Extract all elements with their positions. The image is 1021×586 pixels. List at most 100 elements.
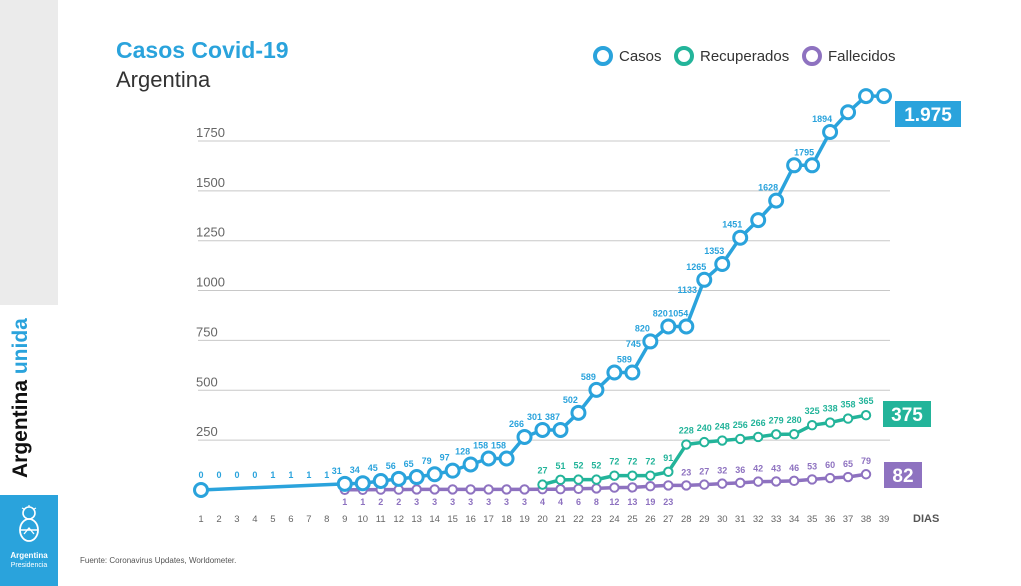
data-label-casos: 1628 bbox=[758, 183, 778, 193]
x-tick-label: 3 bbox=[234, 514, 239, 525]
data-label-fallecidos: 2 bbox=[396, 497, 401, 507]
x-tick-label: 20 bbox=[537, 514, 548, 525]
data-point-casos bbox=[660, 318, 677, 335]
data-label-fallecidos: 42 bbox=[753, 464, 763, 474]
data-label-casos: 97 bbox=[440, 453, 450, 463]
data-point-fallecidos bbox=[483, 484, 494, 495]
data-point-casos bbox=[444, 462, 461, 479]
data-label-fallecidos: 4 bbox=[540, 497, 545, 507]
x-tick-label: 31 bbox=[735, 514, 746, 525]
data-point-recuperados bbox=[806, 419, 818, 431]
data-point-recuperados bbox=[788, 428, 800, 440]
legend-marker-casos bbox=[593, 46, 613, 66]
data-point-recuperados bbox=[752, 431, 764, 443]
x-tick-label: 33 bbox=[771, 514, 782, 525]
data-point-casos bbox=[822, 123, 839, 140]
data-point-recuperados bbox=[573, 474, 584, 485]
data-label-casos: 1894 bbox=[812, 114, 832, 124]
data-label-casos: 1133 bbox=[678, 285, 698, 295]
data-point-fallecidos bbox=[681, 480, 692, 491]
sidebar: Argentina unida Argentina Presidencia bbox=[0, 0, 58, 586]
data-point-fallecidos bbox=[860, 469, 872, 480]
data-point-casos bbox=[336, 475, 353, 492]
data-label-casos: 128 bbox=[455, 446, 470, 456]
x-tick-label: 2 bbox=[216, 514, 221, 525]
x-tick-label: 14 bbox=[429, 514, 440, 525]
data-point-fallecidos bbox=[824, 472, 836, 484]
data-label-casos: 79 bbox=[422, 456, 432, 466]
data-label-fallecidos: 3 bbox=[522, 497, 527, 507]
data-label-recuperados: 256 bbox=[733, 420, 748, 430]
legend-item-fallecidos: Fallecidos bbox=[802, 45, 896, 67]
data-label-fallecidos: 23 bbox=[681, 467, 691, 477]
data-point-fallecidos bbox=[645, 481, 656, 492]
x-tick-label: 38 bbox=[861, 514, 872, 525]
data-label-casos: 820 bbox=[653, 308, 668, 318]
x-tick-label: 22 bbox=[573, 514, 584, 525]
y-tick-label: 750 bbox=[196, 324, 218, 339]
x-tick-label: 9 bbox=[342, 514, 347, 525]
data-label-recuperados: 72 bbox=[627, 457, 637, 467]
data-label-casos: 0 bbox=[252, 470, 257, 480]
data-label-casos: 266 bbox=[509, 419, 524, 429]
data-point-fallecidos bbox=[806, 474, 818, 485]
data-point-fallecidos bbox=[411, 484, 422, 495]
data-point-fallecidos bbox=[573, 483, 584, 495]
y-tick-label: 1250 bbox=[196, 225, 225, 240]
data-point-fallecidos bbox=[752, 476, 764, 487]
x-tick-label: 26 bbox=[645, 514, 656, 525]
data-label-recuperados: 358 bbox=[841, 400, 856, 410]
data-label-fallecidos: 6 bbox=[576, 497, 581, 507]
x-tick-label: 6 bbox=[288, 514, 293, 525]
data-point-fallecidos bbox=[663, 480, 674, 491]
data-label-casos: 31 bbox=[332, 466, 342, 476]
data-label-casos: 820 bbox=[635, 323, 650, 333]
data-point-casos bbox=[426, 466, 443, 483]
data-point-casos bbox=[390, 470, 407, 487]
data-point-recuperados bbox=[537, 479, 548, 490]
data-point-casos bbox=[372, 473, 389, 490]
data-point-casos bbox=[804, 157, 821, 174]
data-point-recuperados bbox=[663, 466, 674, 478]
data-point-recuperados bbox=[824, 417, 836, 428]
data-label-casos: 34 bbox=[350, 465, 360, 475]
data-point-recuperados bbox=[645, 470, 656, 481]
source-note: Fuente: Coronavirus Updates, Worldometer… bbox=[80, 556, 237, 565]
data-point-casos bbox=[462, 456, 479, 473]
data-point-casos bbox=[552, 421, 569, 438]
data-point-casos bbox=[876, 88, 892, 105]
data-label-casos: 1 bbox=[324, 470, 329, 480]
data-label-casos: 745 bbox=[626, 339, 641, 349]
data-point-recuperados bbox=[699, 436, 710, 448]
data-label-casos: 301 bbox=[527, 412, 542, 422]
data-label-casos: 1 bbox=[288, 470, 293, 480]
x-tick-label: 5 bbox=[270, 514, 275, 525]
data-point-fallecidos bbox=[429, 484, 440, 495]
data-point-recuperados bbox=[717, 435, 728, 446]
presidency-block: Argentina Presidencia bbox=[0, 495, 58, 586]
legend-label-fallecidos: Fallecidos bbox=[828, 47, 896, 65]
data-label-fallecidos: 1 bbox=[342, 497, 347, 507]
legend-marker-fallecidos bbox=[802, 46, 822, 66]
x-tick-label: 16 bbox=[465, 514, 476, 525]
y-tick-label: 1500 bbox=[196, 175, 225, 190]
data-label-fallecidos: 2 bbox=[378, 497, 383, 507]
data-label-fallecidos: 8 bbox=[594, 497, 599, 507]
data-point-recuperados bbox=[860, 410, 872, 421]
data-point-casos bbox=[570, 404, 587, 421]
data-label-recuperados: 72 bbox=[609, 457, 619, 467]
data-label-fallecidos: 13 bbox=[627, 497, 637, 507]
data-label-fallecidos: 12 bbox=[609, 497, 619, 507]
x-tick-label: 11 bbox=[376, 514, 386, 525]
x-axis-label: DIAS bbox=[913, 513, 939, 525]
sidebar-panel bbox=[0, 0, 58, 305]
data-point-casos bbox=[480, 450, 497, 467]
x-tick-label: 30 bbox=[717, 514, 728, 525]
data-label-recuperados: 338 bbox=[823, 404, 838, 414]
data-point-fallecidos bbox=[465, 484, 476, 495]
data-point-fallecidos bbox=[699, 479, 710, 490]
data-label-recuperados: 91 bbox=[663, 453, 673, 463]
data-point-casos bbox=[858, 88, 875, 105]
data-label-fallecidos: 60 bbox=[825, 460, 835, 470]
data-point-fallecidos bbox=[788, 475, 800, 487]
